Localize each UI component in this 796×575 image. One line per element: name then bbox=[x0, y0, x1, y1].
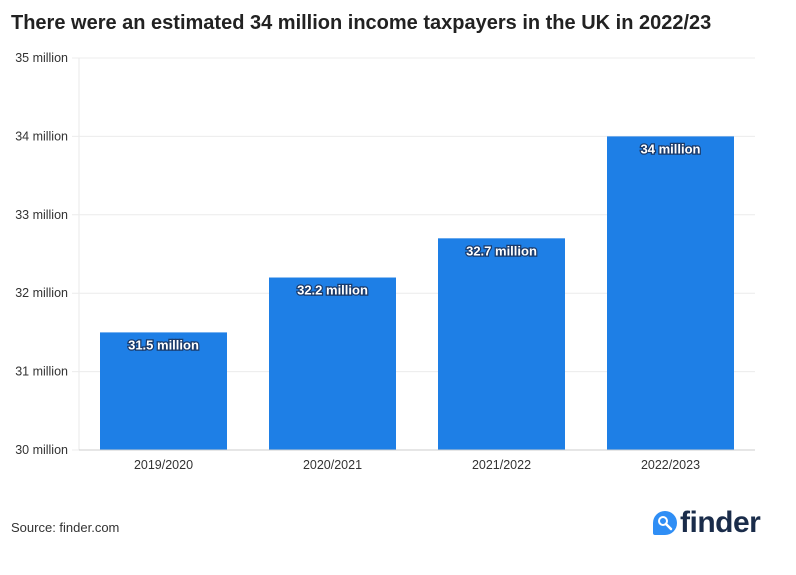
y-tick-label: 30 million bbox=[15, 443, 68, 457]
x-tick-label: 2022/2023 bbox=[641, 458, 700, 472]
x-tick-label: 2019/2020 bbox=[134, 458, 193, 472]
chart-title: There were an estimated 34 million incom… bbox=[11, 12, 712, 34]
data-label: 34 million bbox=[641, 141, 701, 156]
y-tick-label: 33 million bbox=[15, 208, 68, 222]
data-label: 32.2 million bbox=[297, 283, 368, 298]
bar bbox=[100, 332, 227, 450]
bar bbox=[607, 136, 734, 450]
finder-logo: finder bbox=[653, 506, 761, 540]
bar-chart: 30 million 31 million 32 million 33 million… bbox=[15, 51, 755, 472]
x-tick-label: 2021/2022 bbox=[472, 458, 531, 472]
source-note: Source: finder.com bbox=[11, 520, 120, 535]
bar bbox=[269, 277, 396, 450]
y-tick-label: 35 million bbox=[15, 51, 68, 65]
data-label: 32.7 million bbox=[466, 243, 537, 258]
bar bbox=[438, 238, 565, 450]
logo-wordmark: finder bbox=[680, 506, 761, 539]
data-label: 31.5 million bbox=[128, 337, 199, 352]
search-icon bbox=[653, 511, 677, 535]
y-tick-label: 32 million bbox=[15, 286, 68, 300]
y-tick-label: 34 million bbox=[15, 129, 68, 143]
y-tick-label: 31 million bbox=[15, 365, 68, 379]
x-tick-label: 2020/2021 bbox=[303, 458, 362, 472]
